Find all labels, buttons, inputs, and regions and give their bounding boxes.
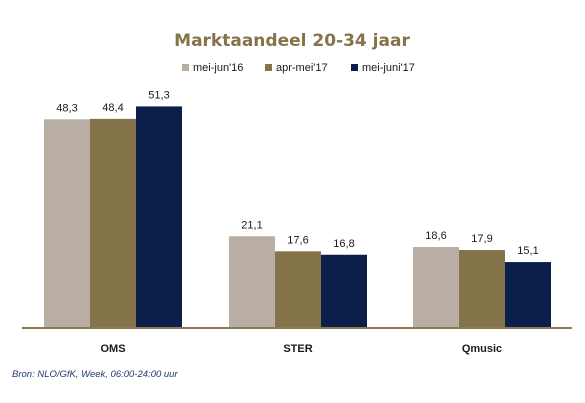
- bar-ster-2: [321, 254, 367, 327]
- bar-ster-1: [275, 251, 321, 327]
- category-label-oms: OMS: [100, 343, 125, 355]
- bar-oms-0: [44, 119, 90, 327]
- value-label-qmusic-2: 15,1: [517, 245, 538, 257]
- value-label-oms-1: 48,4: [102, 102, 123, 114]
- value-labels: 48,3 48,4 51,3 21,1 17,6 16,8 18,6 17,9 15,1: [56, 89, 538, 257]
- bar-ster-0: [229, 236, 275, 327]
- value-label-ster-0: 21,1: [241, 219, 262, 231]
- bar-oms-1: [90, 118, 136, 327]
- legend-swatch-0: [182, 64, 189, 71]
- bars: [44, 106, 551, 327]
- category-label-qmusic: Qmusic: [462, 343, 502, 355]
- legend: mei-jun'16 apr-mei'17 mei-juni'17: [182, 62, 415, 74]
- bar-oms-2: [136, 106, 182, 327]
- category-label-ster: STER: [283, 343, 312, 355]
- legend-swatch-1: [265, 64, 272, 71]
- value-label-oms-2: 51,3: [148, 89, 169, 101]
- value-label-oms-0: 48,3: [56, 102, 77, 114]
- value-label-ster-1: 17,6: [287, 234, 308, 246]
- legend-label-2: mei-juni'17: [362, 62, 415, 74]
- chart-title: Marktaandeel 20-34 jaar: [174, 31, 410, 51]
- value-label-qmusic-0: 18,6: [425, 230, 446, 242]
- legend-label-0: mei-jun'16: [193, 62, 243, 74]
- value-label-qmusic-1: 17,9: [471, 233, 492, 245]
- bar-qmusic-1: [459, 250, 505, 327]
- source-note: Bron: NLO/GfK, Week, 06:00-24:00 uur: [12, 369, 178, 380]
- category-labels: OMS STER Qmusic: [100, 343, 502, 355]
- bar-qmusic-2: [505, 262, 551, 327]
- bar-qmusic-0: [413, 247, 459, 327]
- value-label-ster-2: 16,8: [333, 238, 354, 250]
- legend-swatch-2: [351, 64, 358, 71]
- legend-label-1: apr-mei'17: [276, 62, 328, 74]
